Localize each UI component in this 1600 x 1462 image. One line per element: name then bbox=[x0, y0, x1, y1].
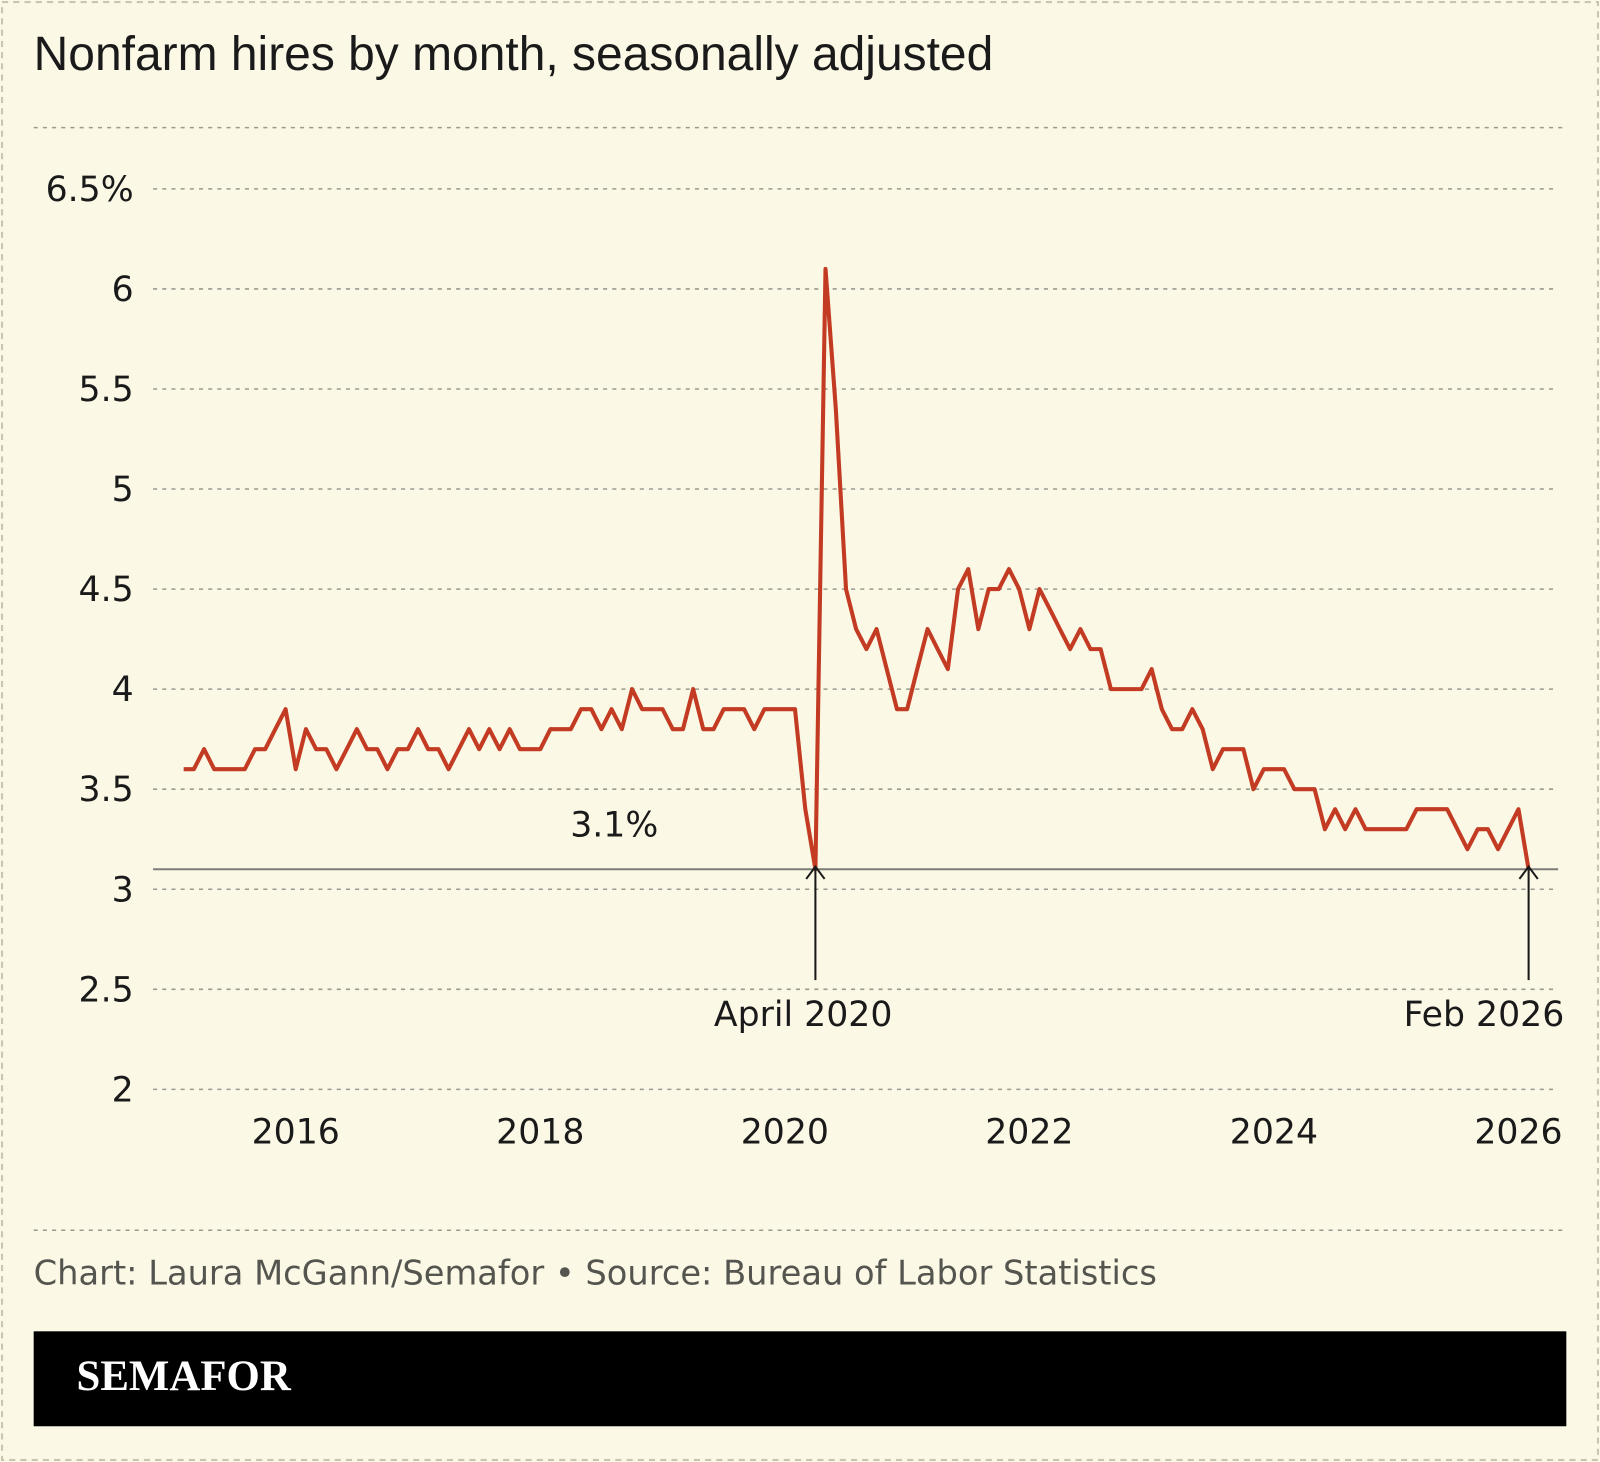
plot: 6.5% 6 5.5 5 4.5 4 3.5 3 2.5 2 2016 2018 2020 2022 202… bbox=[46, 170, 1565, 1152]
x-tick-label: 2024 bbox=[1230, 1112, 1318, 1152]
y-tick-label: 3.5 bbox=[79, 770, 134, 810]
y-tick-label: 5 bbox=[112, 470, 134, 510]
y-tick-label: 6 bbox=[112, 270, 134, 310]
x-tick-label: 2016 bbox=[252, 1112, 340, 1152]
arrow-head bbox=[1518, 864, 1539, 880]
data-line bbox=[183, 266, 1531, 872]
y-tick-label: 4.5 bbox=[79, 570, 134, 610]
brand-bar bbox=[33, 1331, 1567, 1427]
source: Chart: Laura McGann/Semafor • Source: Bu… bbox=[34, 1254, 1157, 1293]
y-tick-label: 2 bbox=[112, 1070, 134, 1110]
arrow-head bbox=[805, 864, 826, 880]
y-tick-label: 4 bbox=[112, 670, 134, 710]
x-tick-label: 2022 bbox=[985, 1112, 1073, 1152]
annotation-label: April 2020 bbox=[714, 995, 893, 1035]
y-tick-label: 3 bbox=[112, 870, 134, 910]
x-tick-label: 2026 bbox=[1474, 1112, 1562, 1152]
y-tick-label: 2.5 bbox=[79, 970, 134, 1010]
y-tick-label: 5.5 bbox=[79, 370, 134, 410]
x-tick-label: 2020 bbox=[741, 1112, 829, 1152]
annotation-label: Feb 2026 bbox=[1404, 995, 1565, 1035]
brand: SEMAFOR bbox=[77, 1353, 292, 1400]
x-tick-label: 2018 bbox=[496, 1112, 584, 1152]
reference-label: 3.1% bbox=[570, 805, 658, 845]
y-tick-label: 6.5% bbox=[46, 170, 134, 210]
chart-title: Nonfarm hires by month, seasonally adjus… bbox=[34, 28, 994, 81]
